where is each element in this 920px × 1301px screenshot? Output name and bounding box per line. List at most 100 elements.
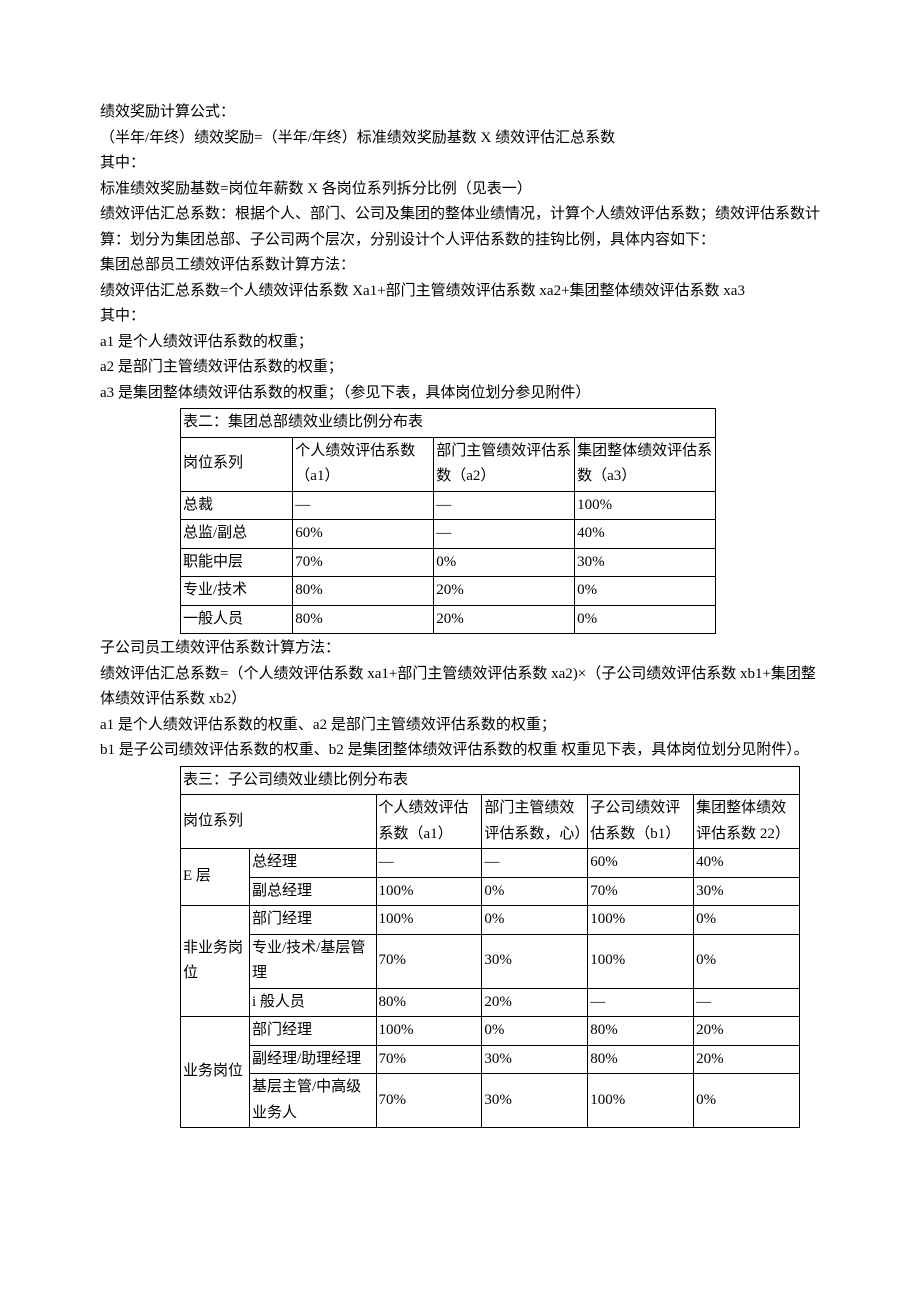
para: 其中： [100,151,820,177]
para: a3 是集团整体绩效评估系数的权重；（参见下表，具体岗位划分参见附件） [100,381,820,407]
cell: 80% [588,1045,694,1074]
cell: 100% [588,1074,694,1128]
para: a1 是个人绩效评估系数的权重、a2 是部门主管绩效评估系数的权重； [100,713,820,739]
cell: — [434,520,575,549]
para: a2 是部门主管绩效评估系数的权重； [100,355,820,381]
table-row: 副经理/助理经理 70% 30% 80% 20% [181,1045,800,1074]
para: 集团总部员工绩效评估系数计算方法： [100,253,820,279]
table-row: 总裁 — — 100% [181,491,716,520]
category-cell: 非业务岗位 [181,906,250,1017]
cell: 30% [575,548,716,577]
para: 标准绩效奖励基数=岗位年薪数 X 各岗位系列拆分比例（见表一） [100,177,820,203]
para: 绩效评估汇总系数=个人绩效评估系数 Xa1+部门主管绩效评估系数 xa2+集团整… [100,279,820,305]
cell: 30% [482,1045,588,1074]
table-row: E 层 总经理 — — 60% 40% [181,849,800,878]
cell: 职能中层 [181,548,293,577]
cell: 80% [376,988,482,1017]
table-header: 部门主管绩效评估系数（a2） [434,437,575,491]
cell: 80% [293,577,434,606]
cell: 0% [694,1074,800,1128]
cell: 专业/技术 [181,577,293,606]
cell: — [588,988,694,1017]
cell: 总裁 [181,491,293,520]
table-two: 表二：集团总部绩效业绩比例分布表 岗位系列 个人绩效评估系数（a1） 部门主管绩… [180,408,716,634]
cell: i 般人员 [250,988,377,1017]
cell: 30% [482,1074,588,1128]
cell: — [482,849,588,878]
table-three: 表三：子公司绩效业绩比例分布表 岗位系列 个人绩效评估系数（a1） 部门主管绩效… [180,766,800,1129]
para: 其中： [100,304,820,330]
cell: 20% [482,988,588,1017]
cell: 0% [575,577,716,606]
table-row: 专业/技术/基层管理 70% 30% 100% 0% [181,934,800,988]
cell: 80% [293,605,434,634]
cell: 70% [293,548,434,577]
table-header: 岗位系列 [181,437,293,491]
cell: 专业/技术/基层管理 [250,934,377,988]
cell: 70% [376,1045,482,1074]
table-header: 岗位系列 [181,795,377,849]
cell: 20% [434,605,575,634]
cell: 60% [293,520,434,549]
cell: 100% [376,1017,482,1046]
table-title: 表二：集团总部绩效业绩比例分布表 [181,409,716,438]
cell: 20% [694,1017,800,1046]
cell: 60% [588,849,694,878]
para: 绩效评估汇总系数：根据个人、部门、公司及集团的整体业绩情况，计算个人绩效评估系数… [100,202,820,253]
cell: 0% [482,877,588,906]
table-title: 表三：子公司绩效业绩比例分布表 [181,766,800,795]
cell: — [434,491,575,520]
cell: 80% [588,1017,694,1046]
cell: 100% [376,906,482,935]
cell: 100% [575,491,716,520]
table-header: 部门主管绩效评估系数，心） [482,795,588,849]
para: （半年/年终）绩效奖励=（半年/年终）标准绩效奖励基数 X 绩效评估汇总系数 [100,126,820,152]
table-row: 专业/技术 80% 20% 0% [181,577,716,606]
cell: 总经理 [250,849,377,878]
cell: 100% [376,877,482,906]
cell: 100% [588,906,694,935]
cell: — [694,988,800,1017]
cell: 0% [482,1017,588,1046]
cell: 100% [588,934,694,988]
cell: 0% [575,605,716,634]
table-header: 集团整体绩效评估系数 22） [694,795,800,849]
cell: 总监/副总 [181,520,293,549]
cell: 70% [588,877,694,906]
category-cell: 业务岗位 [181,1017,250,1128]
cell: 20% [434,577,575,606]
cell: 部门经理 [250,1017,377,1046]
category-cell: E 层 [181,849,250,906]
table-row: 副总经理 100% 0% 70% 30% [181,877,800,906]
para: 子公司员工绩效评估系数计算方法： [100,636,820,662]
cell: — [376,849,482,878]
cell: — [293,491,434,520]
cell: 0% [694,906,800,935]
table-header: 个人绩效评估系数（a1） [376,795,482,849]
cell: 部门经理 [250,906,377,935]
cell: 0% [482,906,588,935]
cell: 30% [694,877,800,906]
para: 绩效奖励计算公式： [100,100,820,126]
table-row: 一般人员 80% 20% 0% [181,605,716,634]
para: b1 是子公司绩效评估系数的权重、b2 是集团整体绩效评估系数的权重 权重见下表… [100,738,820,764]
cell: 副经理/助理经理 [250,1045,377,1074]
table-row: 职能中层 70% 0% 30% [181,548,716,577]
table-header: 集团整体绩效评估系数（a3） [575,437,716,491]
para: 绩效评估汇总系数=（个人绩效评估系数 xa1+部门主管绩效评估系数 xa2)×（… [100,662,820,713]
table-row: i 般人员 80% 20% — — [181,988,800,1017]
table-header: 个人绩效评估系数（a1） [293,437,434,491]
table-row: 总监/副总 60% — 40% [181,520,716,549]
table-row: 基层主管/中高级业务人 70% 30% 100% 0% [181,1074,800,1128]
cell: 副总经理 [250,877,377,906]
cell: 70% [376,1074,482,1128]
cell: 0% [434,548,575,577]
cell: 基层主管/中高级业务人 [250,1074,377,1128]
cell: 40% [694,849,800,878]
cell: 30% [482,934,588,988]
cell: 40% [575,520,716,549]
cell: 0% [694,934,800,988]
table-header: 子公司绩效评估系数（b1） [588,795,694,849]
table-row: 非业务岗位 部门经理 100% 0% 100% 0% [181,906,800,935]
cell: 一般人员 [181,605,293,634]
